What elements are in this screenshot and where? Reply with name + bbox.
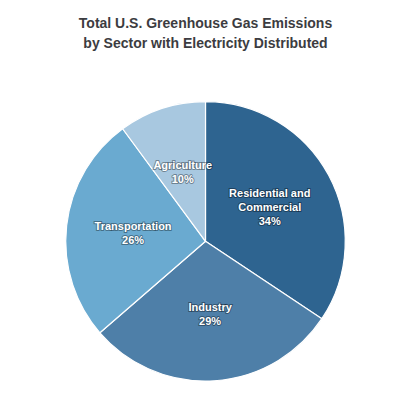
- svg-text:Total U.S. Greenhouse Gas Emis: Total U.S. Greenhouse Gas Emissions: [79, 15, 333, 31]
- svg-text:Residential and: Residential and: [229, 187, 310, 199]
- svg-text:10%: 10%: [172, 173, 194, 185]
- svg-text:Commercial: Commercial: [238, 201, 301, 213]
- svg-text:Transportation: Transportation: [95, 220, 172, 232]
- svg-text:Agriculture: Agriculture: [153, 159, 212, 171]
- svg-text:Industry: Industry: [188, 301, 232, 313]
- svg-text:29%: 29%: [199, 315, 221, 327]
- svg-text:26%: 26%: [122, 234, 144, 246]
- svg-text:34%: 34%: [259, 215, 281, 227]
- svg-text:by Sector with Electricity Dis: by Sector with Electricity Distributed: [83, 35, 327, 51]
